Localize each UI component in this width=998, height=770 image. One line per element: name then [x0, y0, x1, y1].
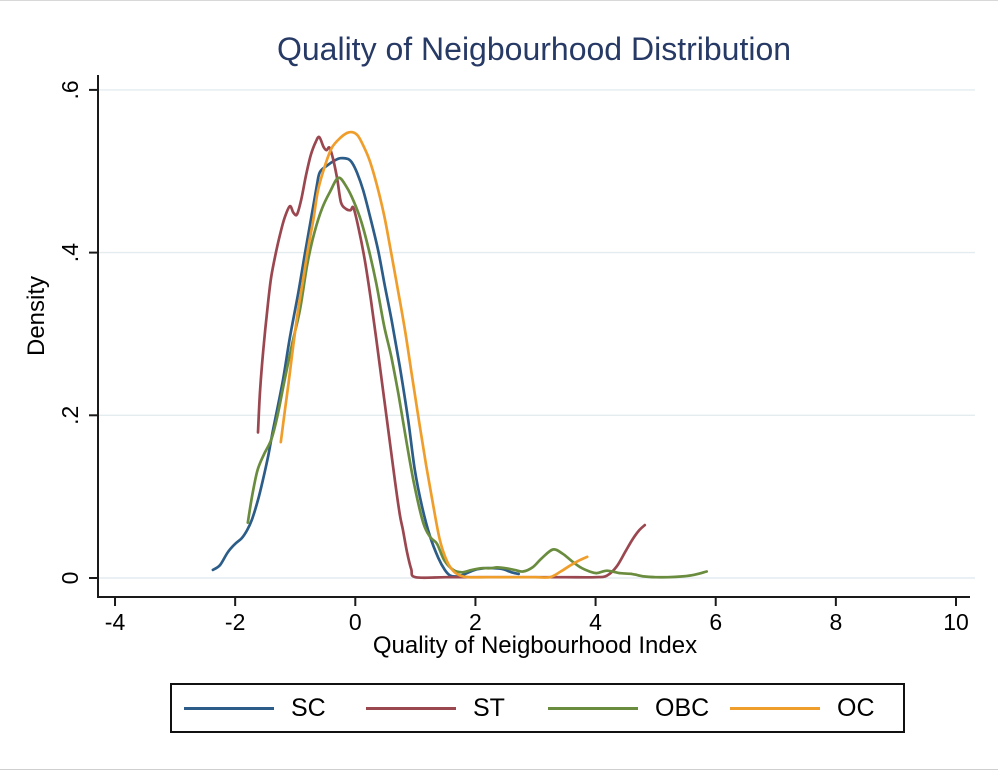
- gridlines-layer: [98, 89, 975, 579]
- x-tick-label: 8: [829, 609, 842, 635]
- y-axis-title: Density: [23, 276, 50, 356]
- chart-title: Quality of Neigbourhood Distribution: [277, 31, 791, 67]
- x-axis-title: Quality of Neigbourhood Index: [373, 632, 697, 659]
- x-tick-label: -2: [225, 609, 245, 635]
- axes-layer: 0 .2 .4 .6 -4 -2 0 2 4 6 8 10: [57, 75, 970, 635]
- legend-label: SC: [291, 693, 326, 722]
- y-tick-label: 0: [57, 572, 83, 585]
- x-tick-label: 0: [349, 609, 362, 635]
- legend-label: ST: [473, 693, 505, 722]
- x-tick-label: -4: [105, 609, 126, 635]
- legend-item-oc: OC: [730, 693, 875, 722]
- legend-item-sc: SC: [184, 693, 366, 722]
- y-tick-label: .2: [57, 406, 83, 425]
- legend-line-swatch-obc: [548, 706, 638, 710]
- legend: SC ST OBC OC: [170, 683, 905, 733]
- x-tick-label: 10: [943, 609, 969, 635]
- density-curve-obc: [246, 176, 709, 579]
- legend-label: OBC: [655, 693, 710, 722]
- density-curve-sc: [211, 156, 521, 578]
- legend-line-swatch-st: [366, 706, 456, 710]
- legend-line-swatch-oc: [730, 706, 820, 710]
- density-curve-oc: [279, 130, 589, 579]
- curves-layer: [211, 130, 709, 580]
- legend-item-obc: OBC: [548, 693, 730, 722]
- legend-item-st: ST: [366, 693, 548, 722]
- y-tick-label: .6: [57, 80, 83, 99]
- x-tick-label: 2: [469, 609, 482, 635]
- legend-label: OC: [837, 693, 875, 722]
- y-tick-label: .4: [57, 243, 83, 262]
- x-tick-label: 4: [589, 609, 602, 635]
- x-tick-label: 6: [709, 609, 722, 635]
- legend-line-swatch-sc: [184, 706, 274, 710]
